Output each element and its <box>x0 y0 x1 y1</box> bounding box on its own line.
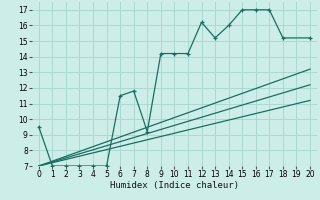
X-axis label: Humidex (Indice chaleur): Humidex (Indice chaleur) <box>110 181 239 190</box>
